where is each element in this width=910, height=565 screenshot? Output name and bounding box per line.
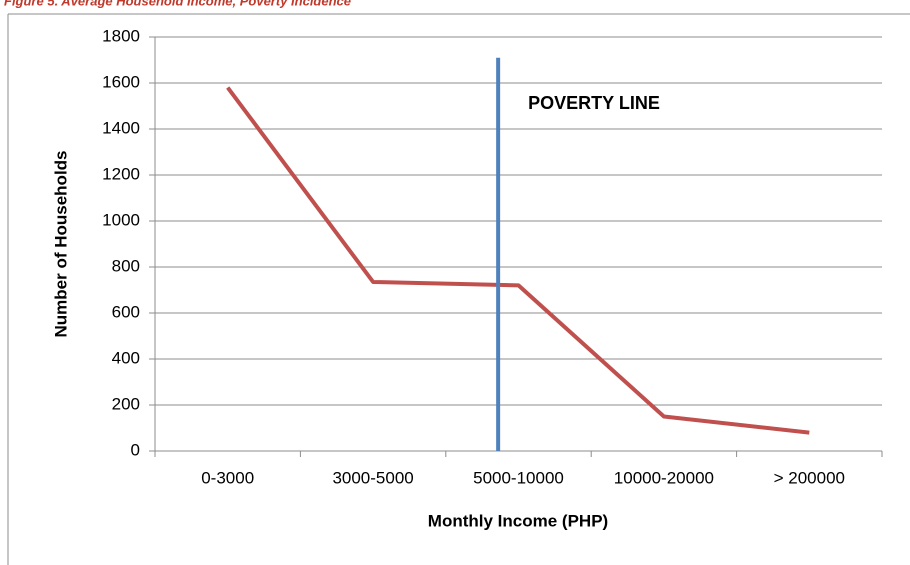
y-tick-label: 1600: [102, 72, 140, 91]
y-tick-label: 0: [131, 440, 140, 459]
reference-label: POVERTY LINE: [528, 93, 660, 113]
x-tick-label: 0-3000: [201, 468, 254, 487]
y-tick-label: 1800: [102, 26, 140, 45]
x-tick-label: 5000-10000: [473, 468, 564, 487]
y-tick-label: 800: [112, 256, 140, 275]
y-tick-label: 200: [112, 394, 140, 413]
y-tick-label: 1200: [102, 164, 140, 183]
x-tick-label: 3000-5000: [332, 468, 413, 487]
y-axis-label: Number of Households: [51, 150, 70, 337]
x-axis-label: Monthly Income (PHP): [428, 511, 608, 530]
y-tick-label: 400: [112, 348, 140, 367]
x-tick-label: 10000-20000: [614, 468, 714, 487]
y-tick-label: 600: [112, 302, 140, 321]
x-tick-label: > 200000: [774, 468, 845, 487]
chart-title: Figure 5. Average Household Income, Pove…: [4, 0, 351, 8]
y-tick-label: 1400: [102, 118, 140, 137]
data-line: [226, 86, 810, 435]
y-tick-label: 1000: [102, 210, 140, 229]
